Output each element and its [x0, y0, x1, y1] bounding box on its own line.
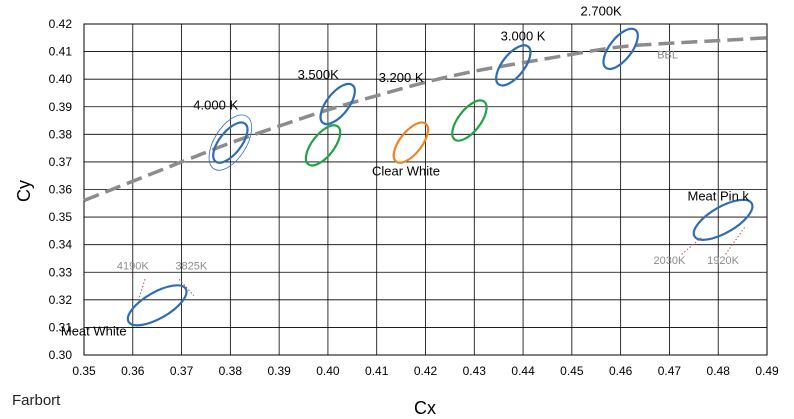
y-tick-label: 0.34: [49, 238, 73, 252]
x-tick-label: 0.42: [414, 364, 438, 378]
x-tick-label: 0.35: [72, 364, 96, 378]
ellipse-3-500k: [319, 82, 356, 126]
annotation-label: 4190K: [117, 260, 149, 272]
y-tick-label: 0.30: [49, 348, 73, 362]
x-tick-label: 0.40: [316, 364, 340, 378]
ellipse-4-000-k: [212, 121, 249, 164]
annotation-label: 1920K: [707, 255, 739, 267]
y-tick-label: 0.41: [49, 45, 73, 59]
chart-tick-labels: 0.35 0.36 0.37 0.38 0.39 0.40 0.41 0.42 0.43 0.44…: [49, 17, 779, 378]
bbl-label: BBL: [657, 49, 678, 61]
y-tick-label: 0.36: [49, 183, 73, 197]
y-tick-label: 0.35: [49, 210, 73, 224]
x-tick-label: 0.38: [219, 364, 243, 378]
leader-line: [178, 278, 195, 297]
ellipse-label: Meat White: [61, 324, 127, 339]
chart-grid: [83, 23, 768, 356]
x-tick-label: 0.39: [267, 364, 291, 378]
credit-text: Farbort: [12, 392, 61, 409]
x-tick-label: 0.43: [463, 364, 487, 378]
x-tick-label: 0.36: [121, 364, 145, 378]
ellipse-label: 3.000 K: [501, 29, 546, 44]
ellipse-label: Clear White: [372, 164, 440, 179]
leader-line: [725, 226, 746, 255]
leader-line: [681, 237, 702, 255]
annotation-label: 3825K: [175, 260, 207, 272]
x-tick-label: 0.46: [609, 364, 633, 378]
x-tick-label: 0.47: [658, 364, 682, 378]
ellipse-meat-white: [126, 284, 188, 327]
y-tick-label: 0.32: [49, 293, 73, 307]
y-tick-label: 0.38: [49, 127, 73, 141]
x-axis-label: Cx: [414, 398, 436, 418]
ellipse-meat-pin-k: [692, 198, 754, 241]
ellipse-3-000-k: [495, 44, 532, 87]
ellipse-4000k-outer: [208, 114, 253, 171]
ellipse-clear-white: [392, 121, 430, 164]
y-tick-label: 0.42: [49, 17, 73, 31]
y-tick-label: 0.39: [49, 100, 73, 114]
annotation-label: 2030K: [654, 255, 686, 267]
ellipse-2-700k: [602, 27, 639, 71]
x-tick-label: 0.37: [170, 364, 194, 378]
y-tick-label: 0.31: [49, 320, 73, 334]
extras-group: [137, 114, 746, 303]
x-tick-label: 0.41: [365, 364, 389, 378]
y-axis-label: Cy: [14, 180, 34, 202]
x-tick-label: 0.49: [755, 364, 779, 378]
ellipse-zone-6: [304, 124, 342, 167]
y-tick-label: 0.40: [49, 72, 73, 86]
y-tick-label: 0.33: [49, 265, 73, 279]
ellipse-label: 2.700K: [581, 4, 623, 19]
ellipse-label: 3.500K: [298, 67, 340, 82]
x-tick-label: 0.48: [707, 364, 731, 378]
x-tick-label: 0.44: [511, 364, 535, 378]
ellipse-zone-8: [451, 99, 488, 142]
leader-line: [137, 278, 146, 303]
y-tick-label: 0.37: [49, 155, 73, 169]
ellipse-label: 4.000 K: [193, 98, 238, 113]
ellipse-group: [126, 27, 754, 327]
label-group: 4.000 K 3.500K 3.000 K 2.700K Meat White Meat…: [61, 4, 750, 339]
x-tick-label: 0.45: [560, 364, 584, 378]
annotation-label: 3.200 K: [379, 70, 424, 85]
ellipse-label: Meat Pin k: [688, 189, 750, 204]
